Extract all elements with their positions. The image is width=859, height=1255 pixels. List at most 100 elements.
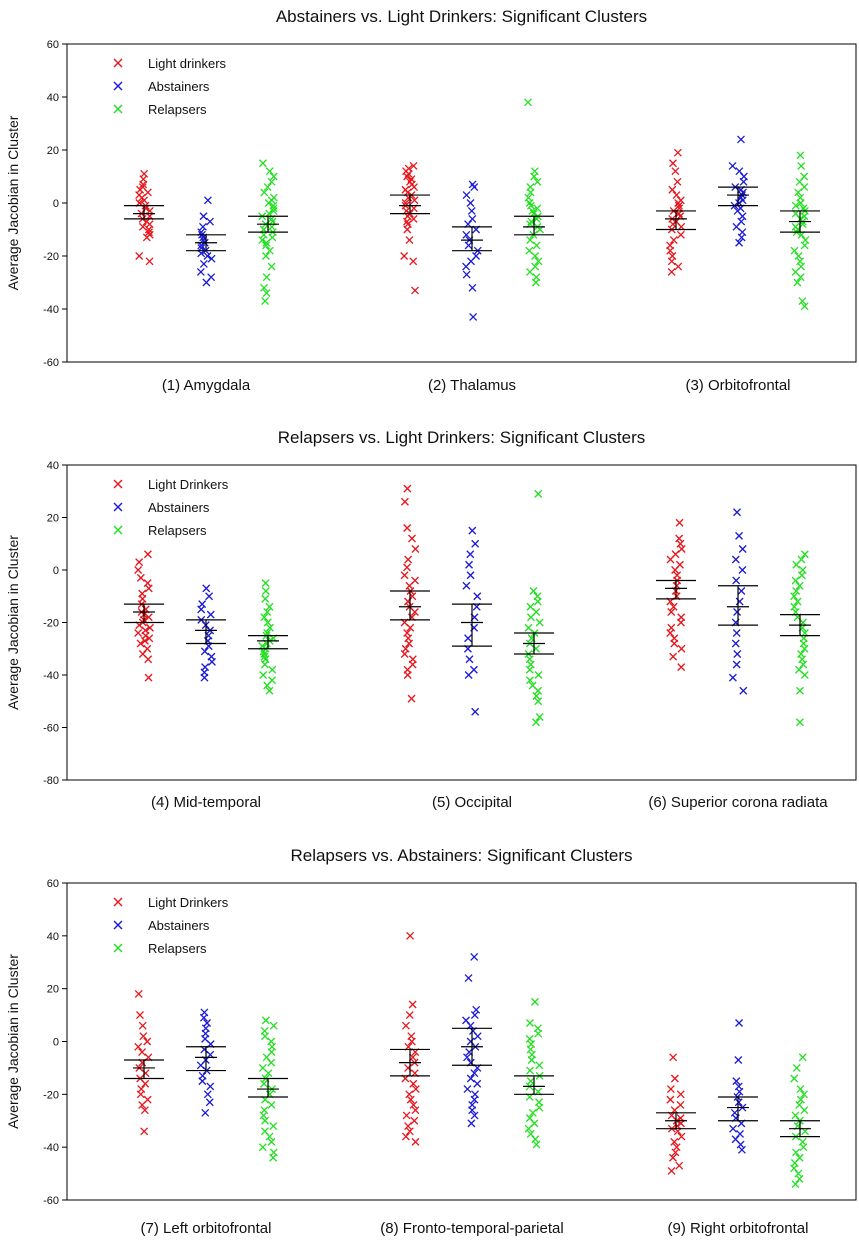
data-point <box>667 267 676 276</box>
data-point <box>202 278 211 287</box>
data-point <box>260 1079 268 1088</box>
data-point <box>405 236 414 245</box>
y-axis-label: Average Jacobian in Cluster <box>5 954 21 1129</box>
data-point <box>404 555 413 564</box>
data-point <box>199 259 208 268</box>
data-point <box>528 1108 537 1117</box>
data-point <box>470 183 479 192</box>
data-point <box>142 233 151 242</box>
data-point <box>410 196 419 205</box>
data-point <box>532 241 541 250</box>
data-point <box>792 1148 800 1157</box>
data-point <box>473 1032 482 1041</box>
chart-title: Relapsers vs. Light Drinkers: Significan… <box>278 428 646 447</box>
legend-marker <box>113 897 123 907</box>
data-point <box>792 560 801 569</box>
data-point <box>411 286 419 295</box>
y-tick-label: -40 <box>43 304 59 316</box>
data-point <box>797 571 806 580</box>
y-tick-label: 40 <box>47 460 59 472</box>
data-point <box>403 484 412 493</box>
y-tick-label: 60 <box>47 39 59 51</box>
y-tick-label: 0 <box>53 198 59 210</box>
data-point <box>734 1098 743 1107</box>
category-label: (1) Amygdala <box>162 377 251 394</box>
legend-marker <box>113 479 123 489</box>
legend-label: Relapsers <box>148 102 207 117</box>
data-point <box>670 1074 679 1083</box>
data-point <box>671 1148 680 1157</box>
data-point <box>800 212 809 221</box>
category-label: (2) Thalamus <box>428 377 516 394</box>
data-point <box>668 1153 677 1162</box>
data-point <box>534 686 543 695</box>
data-point <box>738 545 747 553</box>
data-point <box>262 238 271 247</box>
data-point <box>667 257 676 266</box>
data-point <box>400 497 409 506</box>
data-point <box>144 673 153 682</box>
data-point <box>207 254 216 263</box>
data-point <box>795 718 804 727</box>
data-point <box>737 587 746 595</box>
data-point <box>265 602 274 611</box>
data-point <box>667 608 676 616</box>
data-point <box>196 267 205 276</box>
data-point <box>262 289 271 298</box>
y-tick-label: -40 <box>43 670 59 682</box>
data-point <box>404 1122 413 1130</box>
data-point <box>470 1095 479 1104</box>
data-point <box>735 597 744 606</box>
data-point <box>258 159 267 168</box>
data-point <box>792 587 801 595</box>
data-point <box>411 545 420 553</box>
data-point <box>529 587 538 595</box>
data-point <box>676 1090 685 1099</box>
y-tick-label: 0 <box>53 565 59 577</box>
data-point <box>269 1021 278 1030</box>
data-point <box>401 1132 410 1141</box>
data-point <box>525 1034 534 1043</box>
data-point <box>138 1100 147 1109</box>
data-point <box>265 167 274 176</box>
data-point <box>269 1122 278 1130</box>
data-point <box>796 273 805 282</box>
data-point <box>532 692 541 700</box>
data-point <box>201 1108 210 1117</box>
data-point <box>261 1016 270 1025</box>
chart-title: Abstainers vs. Light Drinkers: Significa… <box>276 7 647 26</box>
data-point <box>261 579 270 588</box>
y-tick-label: 60 <box>47 878 59 890</box>
data-point <box>134 989 143 998</box>
data-point <box>207 657 216 666</box>
y-tick-label: -20 <box>43 251 59 263</box>
data-point <box>199 212 208 221</box>
data-point <box>265 686 274 695</box>
data-point <box>205 592 214 601</box>
data-point <box>203 1090 212 1099</box>
data-point <box>733 650 742 658</box>
data-point <box>791 1180 800 1189</box>
data-point <box>672 191 681 200</box>
chart-title: Relapsers vs. Abstainers: Significant Cl… <box>290 846 632 865</box>
data-point <box>731 555 740 564</box>
data-point <box>262 273 271 282</box>
data-point <box>791 576 800 585</box>
data-point <box>405 1090 414 1099</box>
data-point <box>403 563 411 572</box>
data-point <box>675 534 684 543</box>
data-point <box>408 1000 417 1009</box>
data-point <box>410 1116 419 1125</box>
data-point <box>135 558 144 567</box>
data-point <box>206 610 215 619</box>
category-label: (9) Right orbitofrontal <box>668 1220 809 1237</box>
data-point <box>734 1056 743 1064</box>
data-point <box>673 177 682 186</box>
data-point <box>269 1153 278 1162</box>
data-point <box>534 671 543 679</box>
data-point <box>533 597 542 606</box>
data-point <box>728 673 737 682</box>
data-point <box>530 997 539 1006</box>
data-point <box>468 1106 477 1115</box>
data-point <box>738 566 747 574</box>
